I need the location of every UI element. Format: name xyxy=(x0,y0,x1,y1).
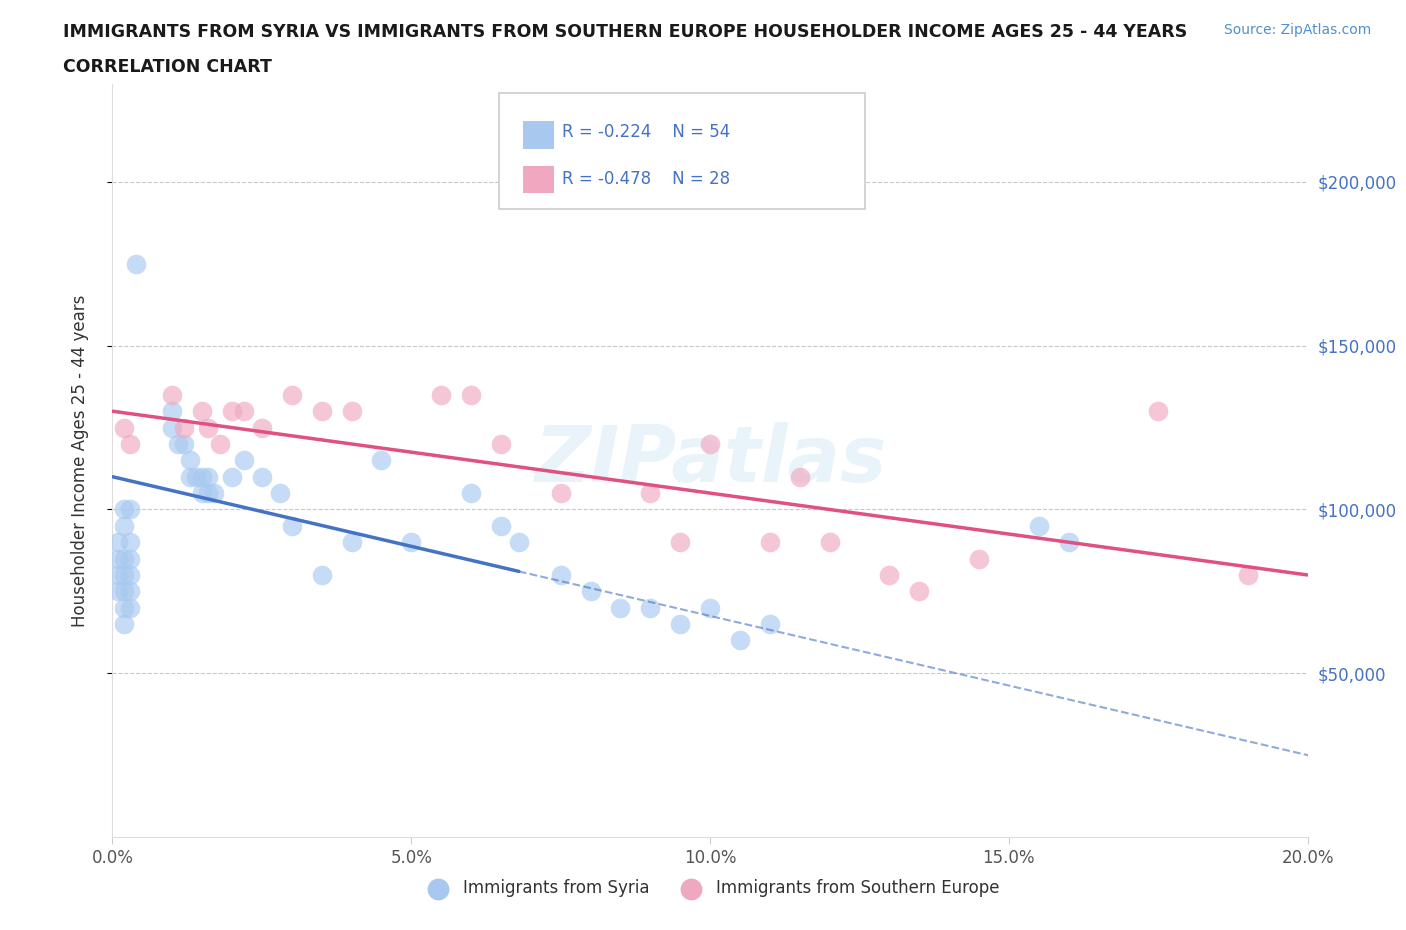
Point xyxy=(186,470,208,485)
Point xyxy=(107,551,129,566)
Point xyxy=(340,535,363,550)
Point xyxy=(114,518,135,533)
Point xyxy=(340,404,363,418)
Point xyxy=(967,551,990,566)
Text: Source: ZipAtlas.com: Source: ZipAtlas.com xyxy=(1223,23,1371,37)
Point xyxy=(179,470,201,485)
Legend: Immigrants from Syria, Immigrants from Southern Europe: Immigrants from Syria, Immigrants from S… xyxy=(415,872,1005,904)
Point xyxy=(120,502,142,517)
Point xyxy=(125,257,148,272)
Point xyxy=(114,567,135,582)
Point xyxy=(370,453,392,468)
Point xyxy=(508,535,530,550)
Point xyxy=(908,584,931,599)
Point xyxy=(120,600,142,615)
Point xyxy=(759,617,782,631)
Point xyxy=(173,420,195,435)
Point xyxy=(120,584,142,599)
Point xyxy=(1147,404,1170,418)
Point xyxy=(120,567,142,582)
Point xyxy=(460,388,482,403)
Point xyxy=(191,470,214,485)
Point xyxy=(1028,518,1050,533)
Text: R = -0.478    N = 28: R = -0.478 N = 28 xyxy=(562,169,731,188)
Point xyxy=(281,518,304,533)
Point xyxy=(107,567,129,582)
Point xyxy=(114,502,135,517)
Point xyxy=(699,436,721,451)
Point xyxy=(879,567,901,582)
Point xyxy=(179,453,201,468)
Point xyxy=(162,388,183,403)
Point xyxy=(120,436,142,451)
Point xyxy=(107,535,129,550)
Point xyxy=(669,617,692,631)
Text: CORRELATION CHART: CORRELATION CHART xyxy=(63,58,273,75)
Point xyxy=(191,404,214,418)
Point xyxy=(197,420,219,435)
Text: ZIPatlas: ZIPatlas xyxy=(534,422,886,498)
Point xyxy=(162,404,183,418)
Point xyxy=(789,470,811,485)
Point xyxy=(818,535,841,550)
Point xyxy=(114,617,135,631)
Point xyxy=(114,420,135,435)
Point xyxy=(173,436,195,451)
Point xyxy=(167,436,190,451)
Point xyxy=(120,551,142,566)
Point xyxy=(197,470,219,485)
Point xyxy=(579,584,602,599)
Point xyxy=(281,388,304,403)
Point xyxy=(107,584,129,599)
Point xyxy=(197,485,219,500)
Point xyxy=(759,535,782,550)
Point xyxy=(221,404,243,418)
Point xyxy=(114,584,135,599)
Point xyxy=(209,436,232,451)
Point xyxy=(114,551,135,566)
Point xyxy=(221,470,243,485)
Y-axis label: Householder Income Ages 25 - 44 years: Householder Income Ages 25 - 44 years xyxy=(70,294,89,627)
Point xyxy=(550,567,572,582)
Point xyxy=(1237,567,1260,582)
Point xyxy=(669,535,692,550)
Point xyxy=(311,404,333,418)
Text: R = -0.224    N = 54: R = -0.224 N = 54 xyxy=(562,123,731,141)
Point xyxy=(489,436,512,451)
Point xyxy=(728,633,751,648)
Point xyxy=(311,567,333,582)
Point xyxy=(114,600,135,615)
Point xyxy=(401,535,423,550)
Point xyxy=(202,485,225,500)
Point xyxy=(233,453,256,468)
Point xyxy=(191,485,214,500)
Point xyxy=(250,420,273,435)
Point xyxy=(640,600,662,615)
Point xyxy=(550,485,572,500)
Point xyxy=(162,420,183,435)
Text: IMMIGRANTS FROM SYRIA VS IMMIGRANTS FROM SOUTHERN EUROPE HOUSEHOLDER INCOME AGES: IMMIGRANTS FROM SYRIA VS IMMIGRANTS FROM… xyxy=(63,23,1188,41)
Point xyxy=(489,518,512,533)
Point xyxy=(1057,535,1080,550)
Point xyxy=(233,404,256,418)
Point xyxy=(269,485,291,500)
Point xyxy=(250,470,273,485)
Point xyxy=(609,600,631,615)
Point xyxy=(640,485,662,500)
Point xyxy=(120,535,142,550)
Point xyxy=(460,485,482,500)
Point xyxy=(699,600,721,615)
Point xyxy=(430,388,453,403)
